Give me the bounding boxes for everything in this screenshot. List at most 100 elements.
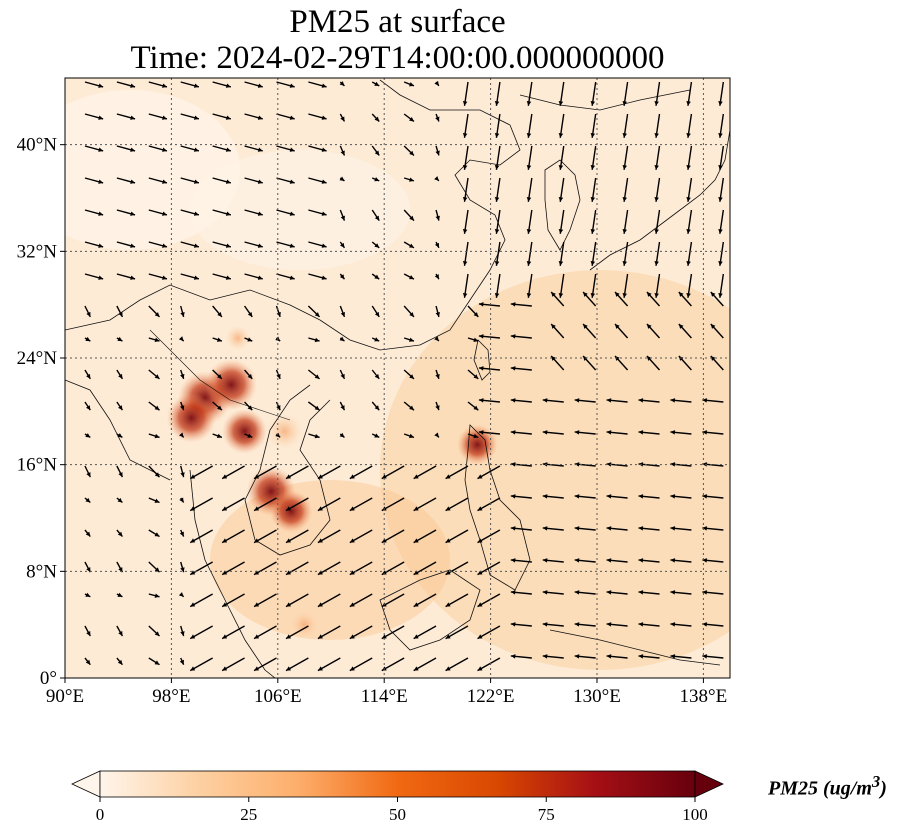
wind-vector-head — [542, 590, 548, 595]
wind-vector-head — [314, 312, 320, 317]
wind-vector-head — [339, 176, 345, 181]
wind-vector-head — [718, 229, 723, 234]
hotspot — [225, 325, 251, 351]
colorbar-tick-label: 75 — [538, 805, 555, 824]
wind-vector-head — [285, 538, 291, 543]
y-tick-label: 24°N — [17, 348, 58, 369]
wind-vector-head — [317, 602, 323, 607]
wind-vector-head — [225, 83, 231, 88]
wind-vector-head — [179, 659, 184, 665]
wind-vector-head — [638, 654, 644, 659]
wind-vector-head — [216, 337, 222, 342]
wind-vector-head — [434, 176, 439, 181]
wind-vector-head — [435, 215, 440, 221]
hotspot — [222, 408, 268, 454]
wind-vector-head — [285, 570, 291, 575]
wind-vector-head — [85, 336, 91, 342]
colorbar-tick-label: 25 — [240, 805, 257, 824]
wind-vector-head — [86, 373, 91, 379]
wind-vector-head — [254, 474, 260, 479]
wind-vector-head — [473, 337, 479, 342]
wind-vector-head — [381, 570, 387, 575]
wind-vector-head — [606, 462, 612, 467]
wind-vector-head — [622, 197, 627, 202]
south-china-sea-haze — [210, 480, 450, 640]
colorbar-ticks: 0 25 50 75 100 — [96, 797, 708, 824]
wind-vector-head — [702, 526, 708, 531]
wind-vector-head — [117, 592, 123, 597]
wind-vector-head — [574, 558, 580, 563]
wind-vector-head — [718, 261, 723, 266]
wind-vector-head — [606, 430, 612, 435]
wind-vector-head — [413, 634, 419, 639]
wind-vector-head — [477, 506, 483, 511]
wind-vector-head — [670, 398, 676, 403]
wind-vector-head — [409, 177, 414, 182]
wind-vector-head — [510, 302, 516, 307]
wind-vector-head — [247, 311, 253, 317]
wind-vector-head — [510, 430, 516, 435]
wind-vector-head — [194, 179, 199, 184]
wind-vector-head — [285, 506, 291, 511]
wind-vector-head — [257, 115, 263, 120]
wind-vector-head — [162, 211, 167, 216]
wind-vector-head — [289, 179, 295, 184]
wind-vector-head — [654, 165, 659, 170]
wind-vector-head — [435, 373, 440, 379]
wind-vector-head — [686, 197, 691, 202]
wind-vector-head — [510, 494, 516, 499]
wind-vector-head — [434, 242, 439, 248]
wind-vector-head — [225, 147, 231, 152]
y-tick-label: 0° — [40, 668, 57, 689]
wind-vector-head — [162, 147, 167, 152]
wind-vector-head — [247, 433, 253, 438]
wind-vector-head — [85, 592, 91, 597]
wind-vector-head — [606, 398, 612, 403]
wind-vector-head — [638, 558, 644, 563]
wind-vector-head — [85, 433, 91, 438]
colorbar-tick-label: 50 — [389, 805, 406, 824]
wind-vector-head — [574, 590, 580, 595]
wind-vector-head — [702, 654, 708, 659]
wind-vector-head — [222, 506, 228, 511]
wind-vector-head — [590, 165, 596, 170]
wind-vector-head — [678, 324, 684, 329]
colorbar: 0 25 50 75 100 — [71, 770, 724, 824]
wind-vector-head — [340, 405, 345, 411]
wind-vector-head — [622, 165, 627, 170]
wind-vector-head — [154, 631, 160, 637]
wind-vector-head — [314, 374, 320, 379]
wind-vector-head — [477, 634, 483, 639]
wind-vector-head — [526, 261, 532, 266]
wind-vector-head — [409, 405, 414, 411]
wind-vector-head — [130, 211, 136, 216]
wind-vector-head — [374, 150, 380, 156]
wind-vector-head — [257, 147, 263, 152]
wind-vector-head — [670, 494, 676, 499]
y-tick-label: 16°N — [17, 455, 58, 476]
wind-vector-head — [118, 373, 123, 379]
wind-vector-head — [478, 398, 484, 403]
wind-vector-head — [190, 570, 196, 575]
wind-vector-head — [162, 179, 167, 184]
wind-vector-head — [477, 570, 483, 575]
wind-vector-head — [194, 83, 199, 88]
wind-vector-head — [85, 659, 91, 665]
wind-vector-head — [339, 274, 345, 280]
wind-vector-head — [558, 101, 564, 106]
wind-vector-head — [710, 324, 716, 329]
wind-vector-head — [225, 179, 231, 184]
wind-vector-head — [445, 570, 451, 575]
wind-vector-head — [86, 631, 91, 637]
wind-vector-head — [340, 215, 345, 221]
wind-vector-head — [374, 274, 380, 280]
wind-vector-head — [477, 602, 483, 607]
wind-vector-head — [622, 293, 627, 298]
wind-vector-head — [321, 115, 327, 120]
hotspot — [205, 358, 258, 411]
wind-vector-head — [702, 462, 708, 467]
wind-vector-head — [654, 293, 659, 298]
chart-title: PM25 at surface Time: 2024-02-29T14:00:0… — [0, 4, 795, 76]
wind-vector-head — [686, 165, 691, 170]
wind-vector-head — [510, 590, 516, 595]
